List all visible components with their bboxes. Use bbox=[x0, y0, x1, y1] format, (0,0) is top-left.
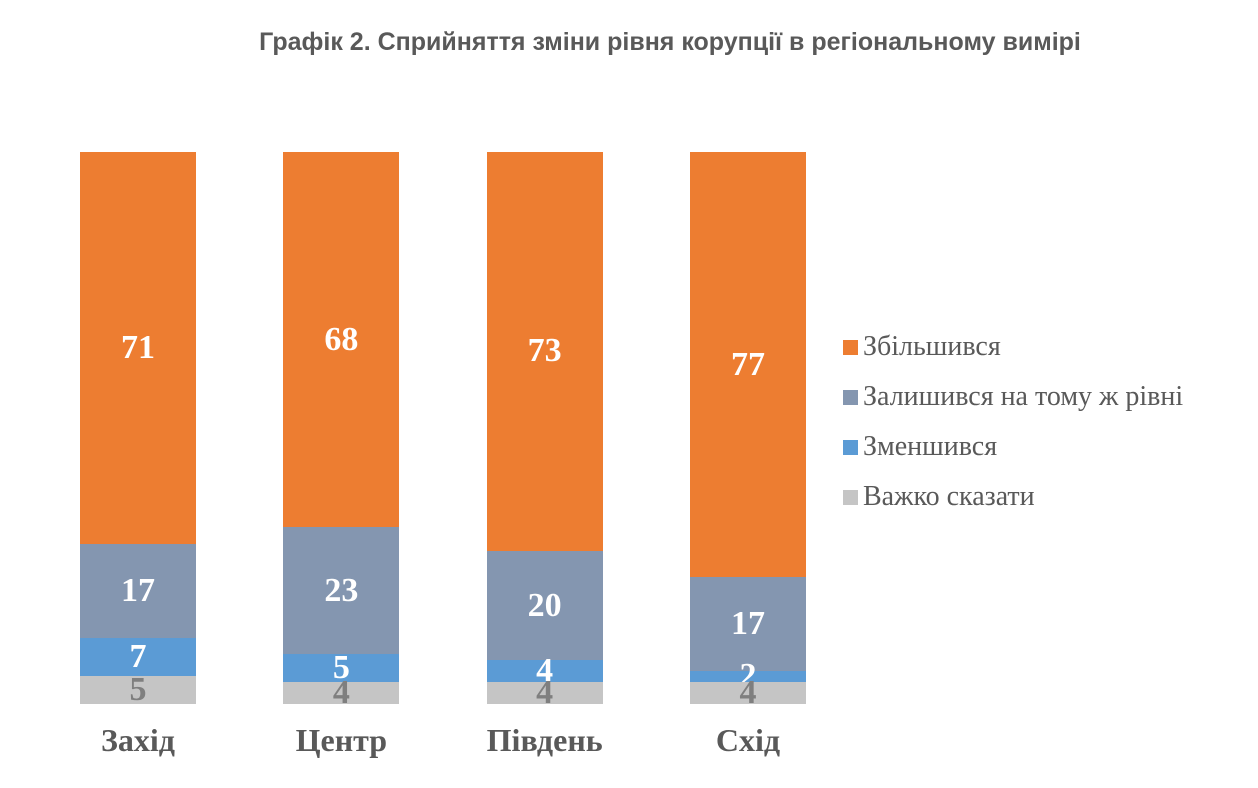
legend-label: Залишився на тому ж рівні bbox=[863, 381, 1184, 412]
bar-захід: 71 17 7 5 bbox=[80, 152, 196, 709]
segment-value-label: 4 bbox=[739, 673, 757, 711]
bar-segment-південь-важко-сказати: 4 bbox=[486, 676, 603, 710]
bar-segment-захід-важко-сказати: 5 bbox=[80, 671, 196, 709]
x-axis-labels: Захід Центр Південь Схід bbox=[80, 722, 806, 759]
bar-segment-схід-залишився-на-тому-ж-рівні: 17 bbox=[689, 577, 806, 671]
legend-label: Збільшився bbox=[863, 331, 1001, 362]
segment-value-label: 4 bbox=[332, 673, 350, 711]
segment-value-label: 5 bbox=[332, 649, 350, 687]
legend-marker-icon bbox=[843, 489, 858, 505]
bar-segment-центр-важко-сказати: 4 bbox=[283, 675, 400, 709]
bar-segment-схід-зменшився: 2 bbox=[689, 659, 806, 693]
legend-item-важко-сказати: Важко сказати bbox=[843, 472, 1183, 522]
legend-item-залишився-на-тому-ж-рівні: Залишився на тому ж рівні bbox=[843, 372, 1183, 422]
legend-marker-icon bbox=[843, 339, 858, 355]
bar-segment-південь-залишився-на-тому-ж-рівні: 20 bbox=[486, 550, 603, 661]
bar-південь: 73 20 4 4 bbox=[486, 152, 603, 710]
bar-segment-захід-зменшився: 7 bbox=[80, 637, 196, 677]
legend-label: Важко сказати bbox=[863, 481, 1035, 512]
segment-value-label: 4 bbox=[536, 674, 554, 712]
bar-segment-центр-збільшився: 68 bbox=[283, 152, 400, 528]
legend-marker-icon bbox=[843, 439, 858, 455]
bar-схід: 77 17 2 4 bbox=[689, 152, 806, 709]
legend-item-зменшився: Зменшився bbox=[843, 422, 1183, 472]
segment-value-label: 73 bbox=[527, 332, 562, 370]
segment-value-label: 71 bbox=[121, 328, 155, 366]
category-label-схід: Схід bbox=[715, 722, 781, 758]
category-label-центр: Центр bbox=[295, 722, 388, 758]
segment-value-label: 68 bbox=[324, 320, 359, 358]
plot-area: 71 17 7 5 68 23 5 4 73 20 4 4 77 17 2 4 bbox=[80, 152, 806, 710]
bar-segment-схід-важко-сказати: 4 bbox=[689, 675, 806, 709]
segment-value-label: 23 bbox=[324, 571, 359, 609]
category-label-захід: Захід bbox=[101, 722, 175, 758]
segment-value-label: 17 bbox=[730, 604, 765, 642]
bar-segment-захід-збільшився: 71 bbox=[80, 152, 196, 544]
legend-item-збільшився: Збільшився bbox=[843, 322, 1183, 372]
segment-value-label: 77 bbox=[730, 345, 765, 383]
segment-value-label: 7 bbox=[129, 638, 147, 676]
bar-segment-схід-збільшився: 77 bbox=[689, 152, 806, 578]
segment-value-label: 20 bbox=[527, 586, 562, 624]
legend-label: Зменшився bbox=[863, 431, 998, 462]
bar-центр: 68 23 5 4 bbox=[283, 152, 400, 709]
segment-value-label: 17 bbox=[121, 571, 155, 609]
bar-segment-південь-збільшився: 73 bbox=[486, 152, 603, 551]
bar-segment-центр-залишився-на-тому-ж-рівні: 23 bbox=[283, 527, 400, 655]
bar-segment-захід-залишився-на-тому-ж-рівні: 17 bbox=[80, 543, 196, 638]
chart-title: Графік 2. Сприйняття зміни рівня корупці… bbox=[259, 28, 1081, 56]
legend: Збільшився Залишився на тому ж рівні Зменш… bbox=[843, 322, 1183, 522]
segment-value-label: 5 bbox=[129, 671, 147, 709]
bar-segment-центр-зменшився: 5 bbox=[283, 649, 400, 687]
bar-segment-південь-зменшився: 4 bbox=[486, 654, 603, 688]
category-label-південь: Південь bbox=[486, 722, 603, 758]
legend-marker-icon bbox=[843, 389, 858, 405]
